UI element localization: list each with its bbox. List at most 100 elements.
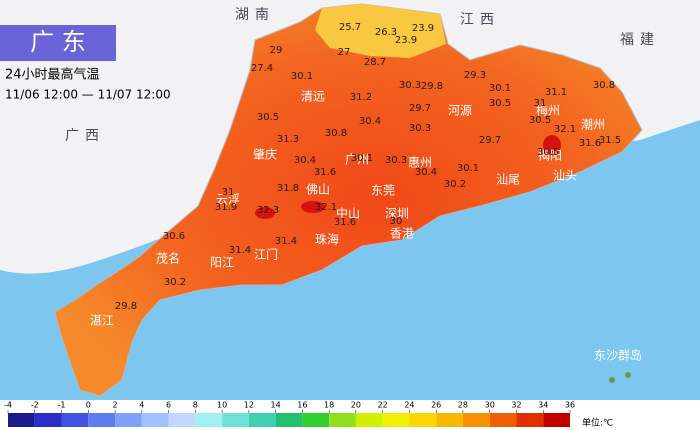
title-box xyxy=(0,25,116,61)
legend-swatch xyxy=(462,413,490,427)
temperature-label: 29.8 xyxy=(421,81,443,92)
temperature-label: 30.2 xyxy=(164,277,186,288)
temperature-label: 30.4 xyxy=(415,167,437,178)
temperature-label: 30.2 xyxy=(444,179,466,190)
temperature-label: 23.9 xyxy=(395,35,417,46)
legend-tick-label: 30 xyxy=(485,401,495,410)
legend-tick-label: 8 xyxy=(193,401,198,410)
legend-tick-label: 22 xyxy=(378,401,388,410)
island xyxy=(625,372,631,378)
subtitle: 24小时最高气温 xyxy=(5,67,100,83)
temperature-label: 31.1 xyxy=(545,87,567,98)
temperature-label: 31.6 xyxy=(334,217,356,228)
hot-spot xyxy=(543,135,561,155)
legend-tick-label: -4 xyxy=(4,401,12,410)
title: 广 东 xyxy=(30,28,86,56)
hot-spot xyxy=(255,207,275,219)
province-label: 福建 xyxy=(620,32,660,48)
temperature-label: 31.6 xyxy=(314,167,336,178)
legend-swatch xyxy=(409,413,437,427)
temperature-label: 30.1 xyxy=(351,153,373,164)
province-label: 江西 xyxy=(460,12,500,28)
temperature-label: 29.8 xyxy=(115,301,137,312)
temperature-label: 31.4 xyxy=(275,236,297,247)
legend-swatch xyxy=(436,413,463,427)
temperature-label: 23.9 xyxy=(412,23,434,34)
temperature-label: 31.3 xyxy=(277,134,299,145)
province-label: 广西 xyxy=(65,128,105,144)
legend-swatch xyxy=(195,413,223,427)
city-label: 江门 xyxy=(254,247,278,262)
legend-tick-label: 26 xyxy=(431,401,441,410)
temperature-label: 31.9 xyxy=(215,202,237,213)
legend-swatch xyxy=(88,413,116,427)
legend-tick-label: 32 xyxy=(511,401,521,410)
temperature-label: 30.5 xyxy=(257,112,279,123)
legend-tick-label: 12 xyxy=(244,401,254,410)
city-label: 茂名 xyxy=(156,251,180,266)
temperature-label: 30.5 xyxy=(529,115,551,126)
city-label: 东沙群岛 xyxy=(594,348,642,363)
temperature-label: 25.7 xyxy=(339,22,361,33)
temperature-label: 31 xyxy=(534,98,547,109)
temperature-label: 32.1 xyxy=(315,202,337,213)
temperature-label: 30 xyxy=(390,216,403,227)
legend-tick-label: -1 xyxy=(58,401,66,410)
legend-tick-label: 24 xyxy=(404,401,414,410)
city-label: 佛山 xyxy=(306,183,330,197)
city-label: 广州 xyxy=(345,153,369,167)
legend-swatch xyxy=(222,413,249,427)
temperature-label: 30.4 xyxy=(294,155,316,166)
city-label: 潮州 xyxy=(581,117,605,132)
city-label: 汕尾 xyxy=(496,173,520,187)
temperature-label: 31.8 xyxy=(277,183,299,194)
legend-tick-label: 10 xyxy=(217,401,227,410)
legend-swatch xyxy=(141,413,169,427)
temperature-label: 31.5 xyxy=(599,135,621,146)
city-label: 中山 xyxy=(336,206,360,221)
legend-tick-label: 6 xyxy=(166,401,171,410)
temperature-label: 30.3 xyxy=(409,123,431,134)
city-label: 云浮 xyxy=(216,193,240,207)
temperature-label: 29.3 xyxy=(464,70,486,81)
hot-spot xyxy=(301,201,325,213)
guangdong xyxy=(54,3,643,397)
temperature-label: 28.7 xyxy=(364,57,386,68)
legend-tick-label: 14 xyxy=(271,401,281,410)
temperature-label: 30.1 xyxy=(489,83,511,94)
legend-tick-label: 16 xyxy=(297,401,307,410)
legend-swatch xyxy=(382,413,410,427)
legend-tick-label: 20 xyxy=(351,401,361,410)
legend-swatch xyxy=(355,413,383,427)
legend-swatch xyxy=(168,413,196,427)
watermark: 中国气象爱好者 xyxy=(598,402,682,417)
city-label: 珠海 xyxy=(315,232,339,247)
city-label: 湛江 xyxy=(90,314,114,328)
temperature-label: 30.1 xyxy=(291,71,313,82)
city-label: 揭阳 xyxy=(538,148,562,163)
temperature-label: 31.2 xyxy=(350,92,372,103)
city-label: 香港 xyxy=(390,227,414,241)
legend-tick-label: 0 xyxy=(86,401,91,410)
temperature-label: 26.3 xyxy=(375,27,397,38)
city-label: 肇庆 xyxy=(253,147,277,162)
city-label: 清远 xyxy=(301,90,325,104)
temperature-label: 30.3 xyxy=(385,155,407,166)
city-label: 河源 xyxy=(448,104,472,118)
period: 11/06 12:00 — 11/07 12:00 xyxy=(5,88,171,102)
legend-tick-label: 28 xyxy=(458,401,468,410)
legend-swatch xyxy=(8,413,35,427)
temperature-label: 31 xyxy=(222,187,235,198)
warm-zone-north xyxy=(315,4,446,58)
city-label: 阳江 xyxy=(210,256,234,270)
city-label: 深圳 xyxy=(385,207,409,221)
temperature-label: 31.6 xyxy=(579,138,601,149)
temperature-label: 30.5 xyxy=(537,147,559,158)
temperature-label: 32.1 xyxy=(554,124,576,135)
legend-swatch xyxy=(489,413,517,427)
legend-swatch xyxy=(302,413,330,427)
temperature-label: 30.4 xyxy=(359,116,381,127)
temperature-label: 30.8 xyxy=(325,128,347,139)
legend-swatch xyxy=(329,413,356,427)
